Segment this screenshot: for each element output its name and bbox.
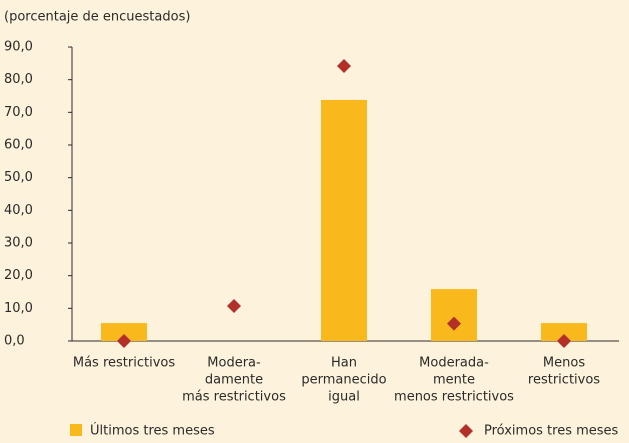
diamond-marker — [557, 334, 571, 348]
x-tick-label: menos restrictivos — [394, 390, 514, 405]
y-tick-label: 80,0 — [4, 72, 33, 87]
chart-subtitle: (porcentaje de encuestados) — [4, 10, 190, 25]
legend-label: Últimos tres meses — [90, 423, 215, 439]
bar — [321, 99, 367, 341]
x-tick-label: Más restrictivos — [73, 356, 175, 371]
x-tick-label: damente — [205, 373, 263, 388]
y-tick-label: 60,0 — [4, 138, 33, 153]
y-tick-label: 30,0 — [4, 236, 33, 251]
x-tick-label: Menos — [543, 356, 585, 371]
y-tick-label: 0,0 — [4, 334, 25, 349]
y-tick-label: 40,0 — [4, 203, 33, 218]
legend-label: Próximos tres meses — [484, 424, 619, 439]
diamond-marker — [227, 299, 241, 314]
bar — [431, 289, 477, 341]
y-tick-label: 50,0 — [4, 170, 33, 185]
legend-swatch — [459, 424, 473, 438]
x-tick-label: Han — [331, 356, 357, 371]
legend-swatch — [70, 424, 82, 436]
x-tick-label: más restrictivos — [182, 390, 286, 405]
y-tick-label: 20,0 — [4, 268, 33, 283]
bar — [541, 323, 587, 341]
bar — [101, 323, 147, 341]
y-tick-label: 10,0 — [4, 301, 33, 316]
y-tick-label: 90,0 — [4, 40, 33, 55]
diamond-marker — [447, 316, 461, 331]
diamond-marker — [337, 58, 351, 73]
x-tick-label: mente — [433, 373, 475, 388]
x-tick-label: Moderada- — [419, 356, 489, 371]
x-tick-label: permanecido — [301, 373, 386, 388]
x-tick-label: igual — [328, 390, 360, 405]
y-tick-label: 70,0 — [4, 105, 33, 120]
x-tick-label: restrictivos — [528, 373, 600, 388]
diamond-marker — [117, 334, 131, 348]
x-tick-label: Modera- — [207, 356, 261, 371]
